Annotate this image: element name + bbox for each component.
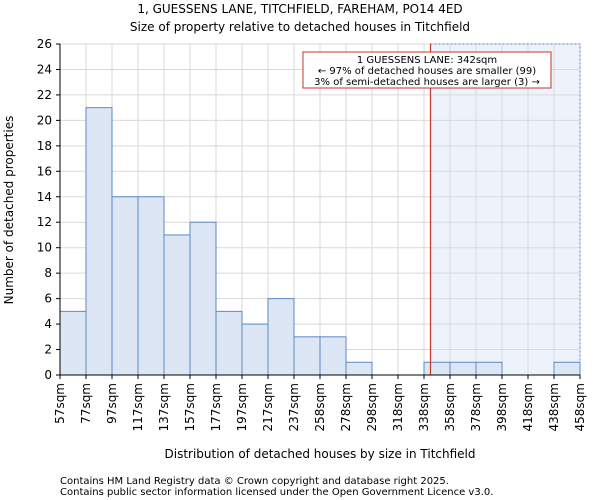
x-tick-label: 57sqm [53, 383, 67, 424]
x-axis-label: Distribution of detached houses by size … [165, 447, 476, 461]
y-tick-label: 24 [37, 62, 52, 76]
x-tick-label: 137sqm [157, 383, 171, 431]
x-tick-label: 458sqm [573, 383, 587, 431]
bar [241, 323, 269, 376]
x-tick-label: 398sqm [495, 383, 509, 431]
x-tick-label: 177sqm [209, 383, 223, 431]
x-tick-label: 438sqm [547, 383, 561, 431]
bar [215, 310, 243, 376]
bar [553, 361, 581, 376]
annotation-line: ← 97% of detached houses are smaller (99… [318, 66, 536, 77]
y-tick-label: 22 [37, 88, 52, 102]
x-tick-label: 157sqm [183, 383, 197, 431]
x-tick-label: 258sqm [313, 383, 327, 431]
bar [163, 234, 191, 376]
y-tick-label: 0 [44, 368, 52, 382]
annotation-box [302, 51, 552, 89]
chart-title: 1, GUESSENS LANE, TITCHFIELD, FAREHAM, P… [137, 2, 462, 16]
y-tick-label: 20 [37, 113, 52, 127]
x-tick-label: 338sqm [417, 383, 431, 431]
bar [319, 336, 347, 376]
bar [293, 336, 321, 376]
annotation-line: 3% of semi-detached houses are larger (3… [314, 77, 540, 88]
bar [423, 361, 451, 376]
x-tick-label: 418sqm [521, 383, 535, 431]
x-tick-label: 197sqm [235, 383, 249, 431]
bar [449, 361, 477, 376]
x-tick-label: 318sqm [391, 383, 405, 431]
y-axis-label: Number of detached properties [2, 116, 16, 305]
footer-line-2: Contains public sector information licen… [60, 487, 493, 498]
bar [111, 196, 139, 376]
x-tick-label: 378sqm [469, 383, 483, 431]
annotation-line: 1 GUESSENS LANE: 342sqm [357, 55, 497, 66]
x-tick-label: 278sqm [339, 383, 353, 431]
x-tick-label: 97sqm [105, 383, 119, 424]
bar [475, 361, 503, 376]
bar [189, 221, 217, 376]
highlight-region [430, 44, 580, 375]
chart-subtitle: Size of property relative to detached ho… [130, 20, 470, 34]
y-tick-label: 18 [37, 139, 52, 153]
bar [137, 196, 165, 376]
x-tick-label: 237sqm [287, 383, 301, 431]
x-tick-label: 217sqm [261, 383, 275, 431]
y-tick-label: 8 [44, 266, 52, 280]
x-tick-label: 298sqm [365, 383, 379, 431]
bar [85, 107, 113, 376]
x-tick-label: 77sqm [79, 383, 93, 424]
y-tick-label: 16 [37, 164, 52, 178]
bar [345, 361, 373, 376]
x-tick-label: 117sqm [131, 383, 145, 431]
footer-line-1: Contains HM Land Registry data © Crown c… [60, 476, 449, 487]
y-tick-label: 26 [37, 37, 52, 51]
bar [59, 310, 87, 376]
y-tick-label: 14 [37, 190, 52, 204]
y-tick-label: 12 [37, 215, 52, 229]
y-tick-label: 10 [37, 241, 52, 255]
bar [267, 298, 295, 376]
x-tick-label: 358sqm [443, 383, 457, 431]
y-tick-label: 6 [44, 292, 52, 306]
y-tick-label: 2 [44, 343, 52, 357]
y-tick-label: 4 [44, 317, 52, 331]
